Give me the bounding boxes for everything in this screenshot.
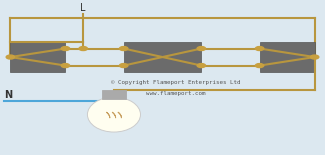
Text: N: N bbox=[4, 90, 12, 100]
Circle shape bbox=[197, 64, 205, 68]
Circle shape bbox=[61, 46, 70, 51]
FancyBboxPatch shape bbox=[260, 42, 315, 72]
Circle shape bbox=[310, 55, 319, 59]
Text: L: L bbox=[81, 3, 86, 13]
Circle shape bbox=[255, 46, 264, 51]
Text: www.flameport.com: www.flameport.com bbox=[146, 91, 205, 96]
Text: © Copyright Flameport Enterprises Ltd: © Copyright Flameport Enterprises Ltd bbox=[111, 80, 240, 85]
Circle shape bbox=[255, 64, 264, 68]
Circle shape bbox=[120, 64, 128, 68]
FancyBboxPatch shape bbox=[102, 91, 126, 99]
Circle shape bbox=[79, 46, 87, 51]
Circle shape bbox=[6, 55, 15, 59]
FancyBboxPatch shape bbox=[124, 42, 201, 72]
Circle shape bbox=[61, 64, 70, 68]
FancyBboxPatch shape bbox=[10, 42, 65, 72]
Circle shape bbox=[120, 46, 128, 51]
Circle shape bbox=[197, 46, 205, 51]
Ellipse shape bbox=[87, 97, 140, 132]
